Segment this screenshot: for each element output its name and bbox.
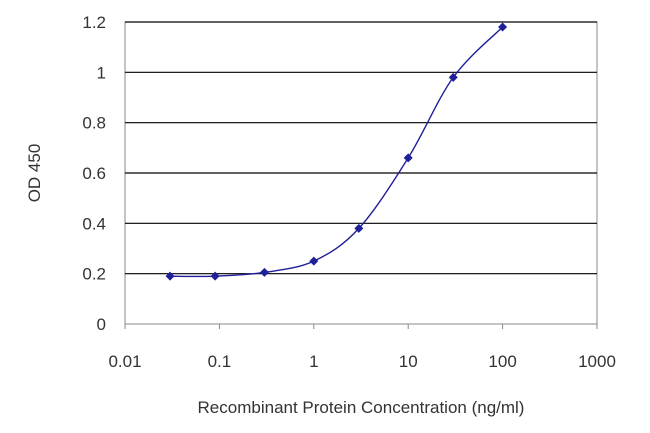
series-line bbox=[170, 26, 504, 278]
x-tick-label: 1000 bbox=[578, 352, 616, 371]
x-tick-label: 1 bbox=[309, 352, 318, 371]
x-tick-label: 0.1 bbox=[208, 352, 232, 371]
data-point bbox=[354, 223, 364, 233]
x-axis-title: Recombinant Protein Concentration (ng/ml… bbox=[198, 398, 525, 417]
x-tick-label: 100 bbox=[488, 352, 516, 371]
y-axis-title: OD 450 bbox=[25, 144, 44, 203]
data-point bbox=[165, 271, 175, 281]
x-tick-labels: 0.01 0.1 1 10 100 1000 bbox=[108, 324, 616, 371]
data-point bbox=[448, 72, 458, 82]
y-tick-label: 0.8 bbox=[82, 114, 106, 133]
data-point bbox=[259, 267, 269, 277]
y-tick-label: 0 bbox=[97, 315, 106, 334]
data-point bbox=[498, 22, 508, 32]
data-point bbox=[210, 271, 220, 281]
gridlines bbox=[125, 21, 597, 275]
y-tick-label: 0.2 bbox=[82, 265, 106, 284]
y-tick-labels: 0 0.2 0.4 0.6 0.8 1 1.2 bbox=[82, 13, 106, 334]
y-tick-label: 0.4 bbox=[82, 214, 106, 233]
data-point bbox=[309, 256, 319, 266]
y-tick-label: 1 bbox=[97, 63, 106, 82]
x-tick-label: 0.01 bbox=[108, 352, 141, 371]
series-group bbox=[165, 22, 508, 281]
y-tick-label: 1.2 bbox=[82, 13, 106, 32]
x-tick-label: 10 bbox=[399, 352, 418, 371]
y-tick-label: 0.6 bbox=[82, 164, 106, 183]
data-point bbox=[403, 153, 413, 163]
